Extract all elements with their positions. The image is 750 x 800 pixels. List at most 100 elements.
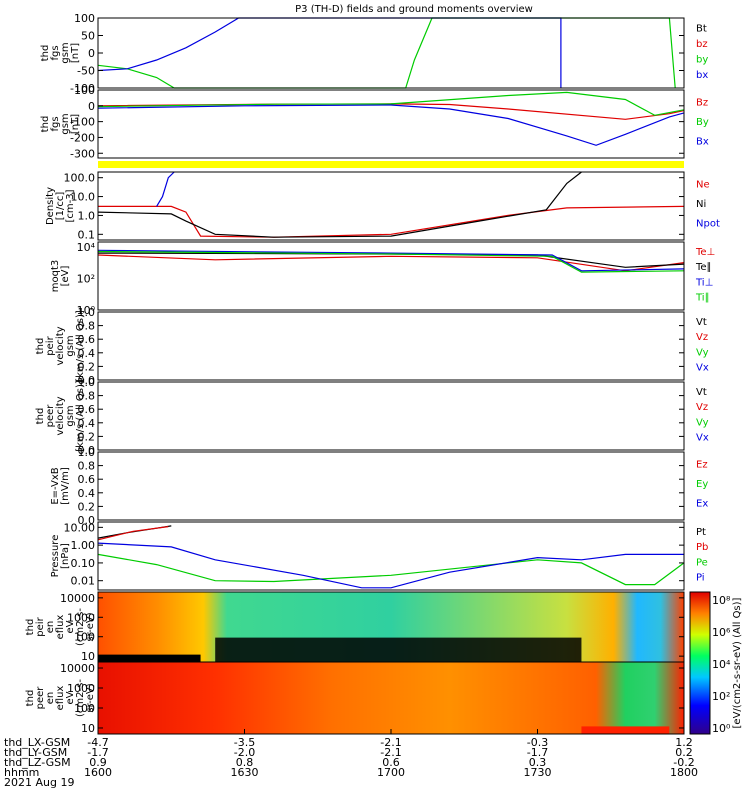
legend-Bt: Bt bbox=[696, 23, 707, 34]
ytick-label: 0.8 bbox=[78, 320, 96, 333]
panel-peer-eflux: 10000 1000 100 10 thd peer en eflux eV (cm2-s-sr-… bbox=[25, 661, 685, 735]
panel-frame bbox=[97, 381, 685, 451]
ytick-label: 0.2 bbox=[78, 430, 96, 443]
ytick-label: 0.6 bbox=[78, 403, 96, 416]
ytick-label: -200 bbox=[70, 131, 95, 144]
ytick-label: 0.6 bbox=[78, 473, 96, 486]
svg-text:en: en bbox=[45, 621, 56, 634]
legend-Pb: Pb bbox=[696, 542, 708, 553]
xaxis-tick-label: 1600 bbox=[84, 766, 112, 779]
low-energy-gap bbox=[215, 637, 582, 662]
ytick-label: 0.0 bbox=[78, 374, 96, 387]
legend-Pe: Pe bbox=[696, 557, 708, 568]
legend-Ex: Ex bbox=[696, 499, 708, 510]
svg-text:eV: eV bbox=[65, 691, 76, 704]
legend-Pt: Pt bbox=[696, 527, 706, 538]
svg-text:eV: eV bbox=[65, 620, 76, 633]
svg-text:velocity: velocity bbox=[55, 326, 66, 365]
colorbar-tick: 10⁴ bbox=[712, 658, 731, 671]
panel-frame bbox=[97, 311, 685, 381]
svg-text:peir: peir bbox=[35, 616, 46, 636]
legend-Ti∥: Ti∥ bbox=[695, 292, 710, 303]
legend-Vy: Vy bbox=[696, 417, 709, 428]
ytick-label: -100 bbox=[70, 82, 95, 95]
ytick-label: 100 bbox=[74, 12, 95, 25]
panel-frame bbox=[97, 89, 685, 159]
colorbar-tick: 10⁸ bbox=[712, 594, 731, 607]
ytick-label: 10000 bbox=[60, 662, 95, 675]
heatmap-peer-eflux bbox=[98, 662, 684, 734]
ytick-label: 100.0 bbox=[64, 172, 96, 185]
svg-text:peer: peer bbox=[45, 404, 56, 428]
ytick-label: 1000 bbox=[67, 682, 95, 695]
svg-text:[nPa]: [nPa] bbox=[60, 543, 71, 569]
ytick-label: 10 bbox=[81, 722, 95, 735]
xaxis-tick-label: -1.7 bbox=[527, 746, 548, 759]
svg-text:gsm: gsm bbox=[65, 405, 76, 426]
ytick-label: 0.2 bbox=[78, 500, 96, 513]
xaxis-tick-label: -3.5 bbox=[234, 736, 255, 749]
legend-bx: bx bbox=[696, 70, 708, 81]
svg-text:[nT]: [nT] bbox=[70, 114, 81, 134]
ylabel-peir-vel: thd peir velocity gsm [km/s (All Qs)] bbox=[35, 310, 86, 382]
ytick-label: 0.2 bbox=[78, 360, 96, 373]
xaxis-tick-label: -2.1 bbox=[380, 736, 401, 749]
ytick-label: 0.0 bbox=[78, 444, 96, 457]
svg-text:peir: peir bbox=[45, 335, 56, 355]
xaxis-tick-label: 1700 bbox=[377, 766, 405, 779]
ytick-label: 0.4 bbox=[78, 347, 96, 360]
ytick-label: 100 bbox=[74, 84, 95, 97]
xaxis-row-label: thd_LX-GSM bbox=[4, 736, 70, 749]
svg-text:[eV]: [eV] bbox=[60, 266, 71, 287]
lowband bbox=[581, 726, 670, 734]
xaxis-tick-label: 0.8 bbox=[236, 756, 254, 769]
ytick-label: -100 bbox=[70, 116, 95, 129]
svg-text:fgs: fgs bbox=[50, 116, 61, 131]
ytick-label: -300 bbox=[70, 147, 95, 160]
svg-text:[cm-3]: [cm-3] bbox=[65, 189, 76, 222]
legend-Te∥: Te∥ bbox=[695, 262, 712, 273]
ytick-label: 100 bbox=[74, 631, 95, 644]
ytick-label: 0.8 bbox=[78, 460, 96, 473]
ytick-label: 1.00 bbox=[71, 539, 96, 552]
ylabel-density: Density [1/cc] [cm-3] bbox=[45, 187, 76, 225]
chart-title: P3 (TH-D) fields and ground moments over… bbox=[295, 4, 533, 15]
legend-Vt: Vt bbox=[696, 387, 707, 398]
series-density-Ni bbox=[97, 171, 582, 238]
panel-frame bbox=[97, 451, 685, 521]
series-fgs-By bbox=[97, 91, 685, 116]
ytick-label: 10 bbox=[81, 650, 95, 663]
panel-frame bbox=[97, 241, 685, 311]
ytick-label: 1.0 bbox=[78, 376, 96, 389]
panel-frame bbox=[97, 171, 685, 241]
ytick-label: 1000 bbox=[67, 611, 95, 624]
panel-temp: Te⊥ Te∥ Ti⊥ Ti∥ 10⁴ 10² 10⁰ moqt3 [eV] bbox=[50, 241, 715, 317]
legend-Ti⊥: Ti⊥ bbox=[695, 277, 713, 288]
xaxis-tick-label: 1730 bbox=[524, 766, 552, 779]
panel-fgs-zoom: Bt bz by bx 100 50 0 -50 -100 thd fgs gsm [nT] bbox=[40, 12, 708, 95]
xaxis-tick-label: -4.7 bbox=[87, 736, 108, 749]
ytick-label: 10⁴ bbox=[77, 241, 96, 254]
svg-text:E=-VxB: E=-VxB bbox=[50, 467, 61, 504]
legend-Bx: Bx bbox=[696, 137, 709, 148]
series-fgs-zoom-bx bbox=[97, 17, 562, 88]
svg-text:thd: thd bbox=[35, 338, 46, 355]
legend-Npot: Npot bbox=[696, 219, 720, 230]
xaxis-tick-label: -2.0 bbox=[234, 746, 255, 759]
panel-fgs: Bz By Bx 100 0 -100 -200 -300 thd fgs gsm [nT] bbox=[40, 84, 709, 160]
legend-Vx: Vx bbox=[696, 432, 709, 443]
series-pressure-Pi bbox=[97, 542, 684, 589]
series-density-Npot bbox=[156, 171, 175, 207]
ytick-label: 1.0 bbox=[78, 446, 96, 459]
ytick-label: 0 bbox=[88, 100, 95, 113]
ylabel-peer-eflux: thd peer en eflux eV (cm2-s-sr-eV) bbox=[25, 679, 96, 717]
legend-Vt: Vt bbox=[696, 317, 707, 328]
ytick-label: 100 bbox=[74, 702, 95, 715]
legend-Ez: Ez bbox=[696, 460, 708, 471]
series-temp-Ti∥ bbox=[97, 250, 685, 273]
xaxis-tick-label: 1800 bbox=[670, 766, 698, 779]
ytick-label: 10⁰ bbox=[77, 304, 96, 317]
ytick-label: 50 bbox=[81, 30, 95, 43]
